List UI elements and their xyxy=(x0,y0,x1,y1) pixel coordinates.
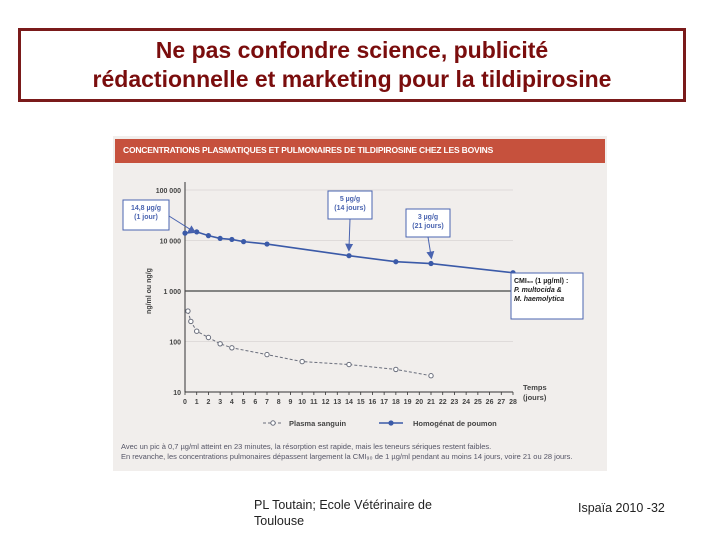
point-homogenat-de-poumon xyxy=(217,235,223,242)
y-tick-label: 1 000 xyxy=(163,289,181,296)
annotation-day-14: 5 µg/g (14 jours) xyxy=(327,190,373,220)
x-tick-label: 12 xyxy=(322,399,330,406)
author-credit-line-2: Toulouse xyxy=(254,514,305,528)
point-homogenat-de-poumon xyxy=(428,260,434,267)
point-homogenat-de-poumon xyxy=(393,259,399,265)
y-tick-label: 100 000 xyxy=(156,188,181,195)
annotation-peak-lung-line: 14,8 µg/g xyxy=(131,205,161,212)
x-axis-label-line-1: Temps xyxy=(523,383,547,392)
x-tick-label: 23 xyxy=(451,399,459,406)
point-homogenat-de-poumon xyxy=(205,233,212,239)
x-axis-label-line-2: (jours) xyxy=(523,393,547,402)
author-credit: PL Toutain; Ecole Vétérinaire de Toulous… xyxy=(254,497,432,529)
annotation-day-14-frame xyxy=(327,190,373,220)
point-plasma-sanguin xyxy=(264,351,270,358)
annotation-day-14-line: 5 µg/g xyxy=(340,196,360,203)
x-tick-label: 3 xyxy=(218,399,222,406)
x-tick-label: 21 xyxy=(427,399,435,406)
point-homogenat-de-poumon xyxy=(182,230,188,236)
x-tick-label: 10 xyxy=(298,399,306,406)
point-plasma-sanguin xyxy=(299,358,305,365)
legend-swatch-marker-plasma xyxy=(270,420,276,426)
legend-label-homogenat-de-poumon: Homogénat de poumon xyxy=(413,419,497,428)
point-homogenat-de-poumon xyxy=(194,229,200,235)
x-tick-label: 15 xyxy=(357,399,365,406)
annotation-day-21-line: 3 µg/g xyxy=(418,214,438,221)
point-plasma-sanguin xyxy=(194,328,200,334)
point-plasma-sanguin xyxy=(428,373,434,379)
annotation-day-21-frame xyxy=(405,208,451,238)
x-tick-label: 28 xyxy=(509,399,517,406)
x-tick-label: 0 xyxy=(183,399,187,406)
legend-swatch-marker-lung xyxy=(388,420,394,426)
annotation-day-21: 3 µg/g (21 jours) xyxy=(405,208,451,238)
x-tick-label: 17 xyxy=(380,399,388,406)
point-plasma-sanguin xyxy=(205,334,212,341)
y-tick-label: 10 000 xyxy=(160,239,182,246)
x-tick-label: 24 xyxy=(462,399,470,406)
arrow-day-14 xyxy=(345,218,354,252)
legend-label-plasma-sanguin: Plasma sanguin xyxy=(289,419,347,428)
x-tick-label: 5 xyxy=(242,399,246,406)
arrow-day-21 xyxy=(426,236,435,260)
x-tick-label: 26 xyxy=(486,399,494,406)
chart-title: CONCENTRATIONS PLASMATIQUES ET PULMONAIR… xyxy=(123,145,494,155)
scanned-figure: CONCENTRATIONS PLASMATIQUES ET PULMONAIR… xyxy=(113,136,607,471)
x-tick-label: 27 xyxy=(497,399,505,406)
point-homogenat-de-poumon xyxy=(346,253,352,259)
x-tick-label: 4 xyxy=(230,399,234,406)
x-tick-label: 19 xyxy=(404,399,412,406)
author-credit-line-1: PL Toutain; Ecole Vétérinaire de xyxy=(254,498,432,512)
series-line-plasma-sanguin xyxy=(187,310,432,377)
x-tick-label: 16 xyxy=(369,399,377,406)
annotation-mic90-frame xyxy=(510,272,584,320)
x-tick-label: 6 xyxy=(253,399,257,406)
y-tick-label: 10 xyxy=(173,390,181,397)
annotation-mic90-line: CMI₉₀ (1 µg/ml) : xyxy=(514,278,568,285)
x-tick-label: 8 xyxy=(277,399,281,406)
slide-title-box: Ne pas confondre science, publicité réda… xyxy=(18,28,686,102)
y-axis-label: ng/ml ou ng/g xyxy=(146,268,153,314)
x-tick-label: 20 xyxy=(415,399,423,406)
x-tick-label: 22 xyxy=(439,399,447,406)
x-tick-label: 18 xyxy=(392,399,400,406)
annotation-peak-lung-frame xyxy=(122,199,170,231)
annotation-mic90-line: M. haemolytica xyxy=(514,296,564,303)
annotation-mic90: CMI₉₀ (1 µg/ml) : P. multocida & M. haemol… xyxy=(510,272,584,320)
point-plasma-sanguin xyxy=(185,308,191,314)
point-plasma-sanguin xyxy=(229,345,235,351)
y-tick-label: 100 xyxy=(169,340,181,347)
x-tick-label: 7 xyxy=(265,399,269,406)
x-tick-label: 25 xyxy=(474,399,482,406)
slide-number: Ispaïa 2010 -32 xyxy=(578,501,665,515)
slide-title-line-2: rédactionnelle et marketing pour la tild… xyxy=(92,66,612,92)
x-tick-label: 11 xyxy=(310,399,318,406)
figure-footnote-1: Avec un pic à 0,7 µg/ml atteint en 23 mi… xyxy=(121,442,492,451)
annotation-peak-lung: 14,8 µg/g (1 jour) xyxy=(122,199,170,231)
point-plasma-sanguin xyxy=(393,366,399,373)
point-plasma-sanguin xyxy=(346,361,352,368)
annotation-mic90-line: P. multocida & xyxy=(514,287,562,294)
x-tick-label: 1 xyxy=(195,399,199,406)
annotation-day-14-line: (14 jours) xyxy=(334,205,366,212)
annotation-peak-lung-line: (1 jour) xyxy=(134,214,158,221)
point-plasma-sanguin xyxy=(188,318,194,325)
slide-title-line-1: Ne pas confondre science, publicité xyxy=(155,37,549,63)
figure-header-band: CONCENTRATIONS PLASMATIQUES ET PULMONAIR… xyxy=(115,139,605,163)
point-homogenat-de-poumon xyxy=(240,239,247,245)
x-tick-label: 13 xyxy=(333,399,341,406)
annotation-day-21-line: (21 jours) xyxy=(412,223,444,230)
x-tick-label: 2 xyxy=(206,399,210,406)
x-tick-label: 9 xyxy=(288,399,292,406)
point-homogenat-de-poumon xyxy=(264,241,270,247)
figure-footnote-2: En revanche, les concentrations pulmonai… xyxy=(121,452,573,461)
arrow-peak-lung xyxy=(168,215,197,234)
x-tick-label: 14 xyxy=(345,399,353,406)
point-plasma-sanguin xyxy=(217,341,223,347)
point-homogenat-de-poumon xyxy=(229,236,235,243)
